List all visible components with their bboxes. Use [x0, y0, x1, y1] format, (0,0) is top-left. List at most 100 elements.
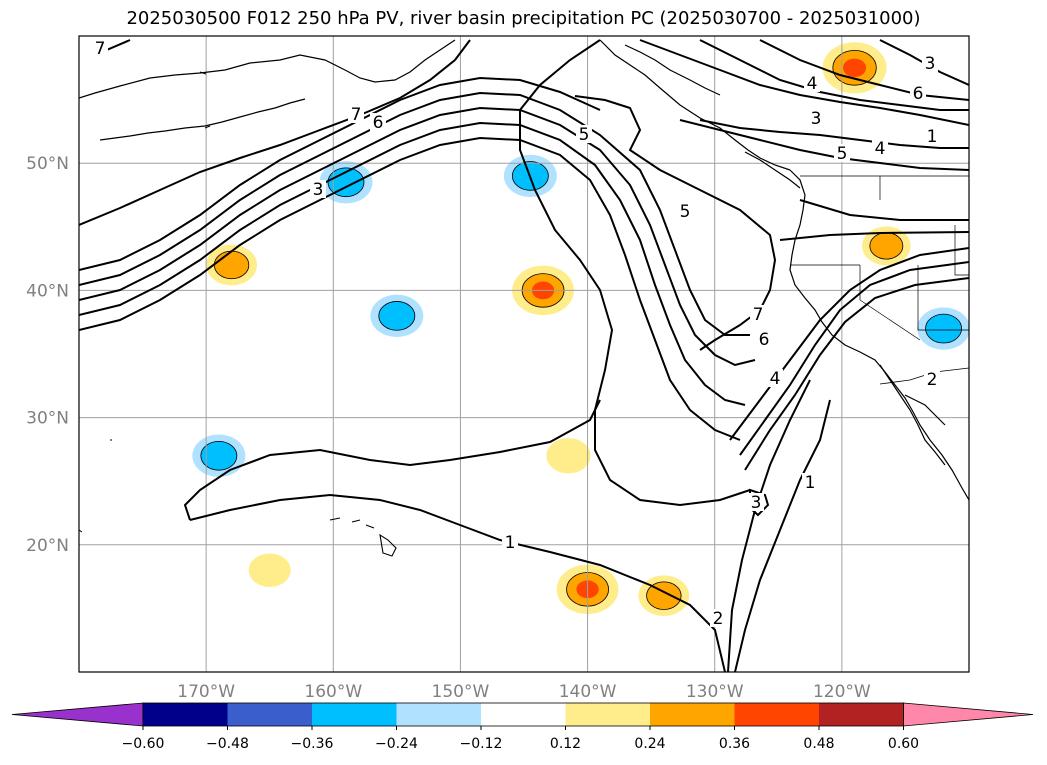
lon-tick-label: 160°W	[304, 682, 362, 702]
contour-label: 5	[680, 202, 691, 222]
precip-anomaly-positive	[862, 226, 911, 266]
pv-contour-line	[799, 199, 969, 221]
coastline-gulf-california	[904, 394, 946, 426]
contour-label-bg	[677, 202, 693, 220]
colorbar-tick-label: 0.24	[634, 736, 665, 752]
pv-contour-line	[699, 39, 969, 111]
colorbar-tick-label: −0.60	[122, 736, 165, 752]
contour-label-bg	[576, 125, 592, 143]
contour-label: 6	[759, 330, 770, 350]
pv-contour-line	[744, 277, 969, 471]
contour-label-bg	[872, 139, 888, 157]
contour-label: 3	[751, 493, 762, 513]
contour-label-bg	[808, 109, 824, 127]
colorbar-outline	[142, 702, 904, 727]
contour-label-bg	[348, 105, 364, 123]
colorbar-tick-label: 0.36	[719, 736, 750, 752]
lon-tick-label: 140°W	[559, 682, 617, 702]
precip-anomaly-level	[546, 438, 591, 474]
precip-anomaly-level	[646, 581, 682, 610]
colorbar-tick-label: 0.48	[803, 736, 834, 752]
map-title: 2025030500 F012 250 hPa PV, river basin …	[126, 8, 921, 29]
precip-anomaly-positive	[248, 553, 291, 588]
colorbar-tick-label: 0.60	[888, 736, 919, 752]
colorbar-tick-label: 0.12	[550, 736, 581, 752]
lat-tick-label: 30°N	[26, 409, 69, 429]
contour-label: 3	[313, 180, 324, 200]
contour-label-bg	[370, 113, 386, 131]
latitude-labels: 50°N 40°N 30°N 20°N	[26, 154, 69, 556]
pv-contour-line	[729, 247, 969, 441]
pv-contour-line	[519, 39, 751, 507]
pv-contour-line	[639, 39, 969, 126]
precip-anomaly-level	[378, 301, 416, 331]
coastline-alaska	[79, 39, 456, 99]
contour-label-bg	[756, 330, 772, 348]
precip-anomaly-level	[869, 232, 904, 260]
contour-label: 1	[505, 533, 516, 553]
pv-contour-line	[679, 119, 969, 171]
contour-label: 5	[579, 125, 590, 145]
contour-label: 4	[770, 369, 781, 389]
lat-tick-label: 20°N	[26, 536, 69, 556]
map-area	[79, 36, 969, 672]
contour-label-bg	[710, 609, 726, 627]
lon-tick-label: 120°W	[813, 682, 871, 702]
contour-label: 1	[805, 473, 816, 493]
contour-label: 7	[753, 305, 764, 325]
pv-contour-line	[189, 493, 726, 672]
pv-contour-line	[574, 95, 777, 351]
colorbar-segment	[734, 703, 819, 726]
lat-tick-label: 40°N	[26, 281, 69, 301]
pv-contour-line	[739, 261, 969, 456]
contour-label-bg	[834, 144, 850, 162]
contour-label: 4	[875, 139, 886, 159]
precip-anomaly-level	[925, 313, 962, 344]
lon-tick-label: 150°W	[432, 682, 490, 702]
contour-label: 5	[837, 144, 848, 164]
pv-contour-line	[79, 121, 746, 406]
precip-anomaly-negative	[917, 307, 969, 350]
colorbar: −0.60 −0.48 −0.36 −0.24 −0.12 0.12 0.24 0.36 0.4…	[11, 702, 1034, 752]
precip-anomaly-level	[213, 250, 250, 280]
pv-contour-line	[699, 119, 969, 149]
coastline-layer	[79, 39, 969, 557]
colorbar-tick-label: −0.12	[460, 736, 503, 752]
colorbar-extend-low	[11, 702, 144, 727]
pv-contour-line	[734, 399, 831, 672]
colorbar-segment	[481, 703, 566, 726]
contour-label: 6	[373, 113, 384, 133]
contour-label-bg	[502, 533, 518, 551]
coastline-alaska-panhandle	[599, 39, 791, 171]
contour-label: 1	[927, 127, 938, 147]
pv-contour-line	[759, 39, 969, 101]
coastline-vancouver-island	[744, 151, 801, 189]
precip-anomaly-level	[200, 440, 238, 471]
contour-label: 2	[713, 609, 724, 629]
pv-contours	[79, 39, 969, 672]
precip-anomaly-level	[327, 167, 365, 198]
precip-anomaly-level	[843, 58, 867, 78]
border-states	[790, 176, 969, 341]
contour-label-bg	[922, 54, 938, 72]
coastline-bc-islands	[624, 44, 721, 96]
contour-label-bg	[310, 180, 326, 198]
pv-contour-line	[79, 136, 741, 441]
map-frame	[78, 35, 970, 673]
contour-label: 4	[807, 74, 818, 94]
contour-label: 7	[351, 105, 362, 125]
pv-contour-line	[183, 399, 601, 521]
contour-label-bg	[750, 305, 766, 323]
colorbar-segment	[396, 703, 481, 726]
coastline-small-islands	[79, 71, 211, 533]
contour-label-bg	[804, 74, 820, 92]
lon-tick-label: 130°W	[686, 682, 744, 702]
contour-label: 3	[811, 109, 822, 129]
pv-contour-line	[79, 106, 756, 367]
contour-label: 6	[913, 84, 924, 104]
colorbar-segment	[565, 703, 650, 726]
contour-label-bg	[748, 493, 764, 511]
contour-label-bg	[924, 127, 940, 145]
